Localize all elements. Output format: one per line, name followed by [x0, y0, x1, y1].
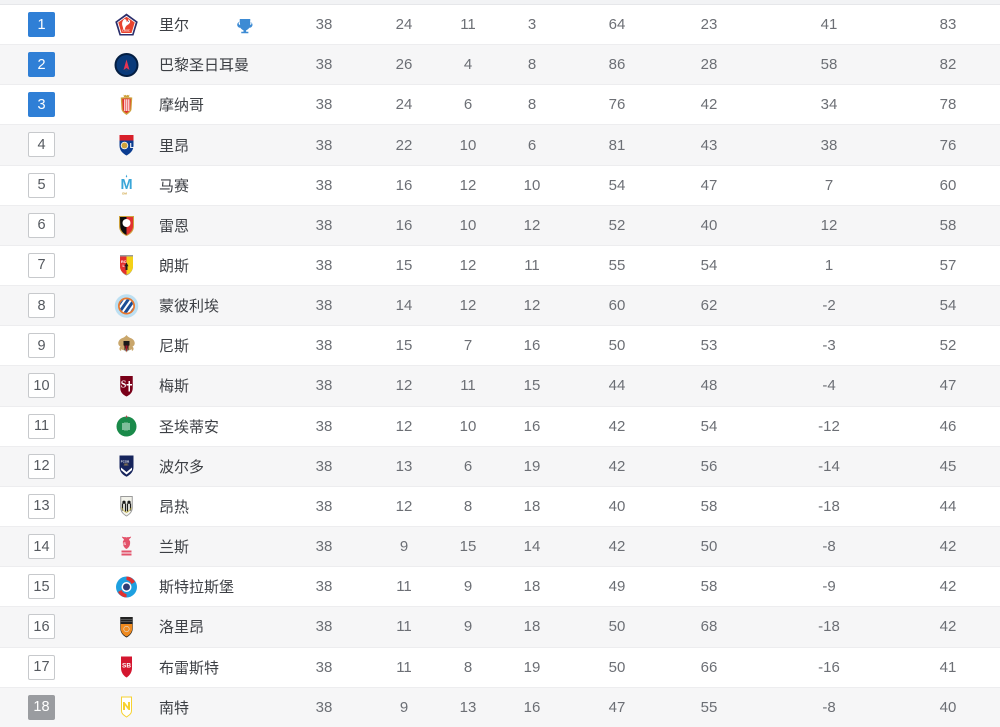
svg-text:M: M — [120, 177, 132, 193]
svg-text:FCGB: FCGB — [121, 459, 130, 463]
svg-text:SB: SB — [122, 663, 131, 670]
svg-text:RC: RC — [121, 260, 127, 264]
svg-text:S: S — [123, 541, 126, 546]
svg-text:S: S — [121, 379, 127, 390]
svg-text:L: L — [130, 143, 135, 150]
svg-text:1881: 1881 — [124, 465, 130, 467]
svg-text:OM: OM — [122, 192, 127, 196]
